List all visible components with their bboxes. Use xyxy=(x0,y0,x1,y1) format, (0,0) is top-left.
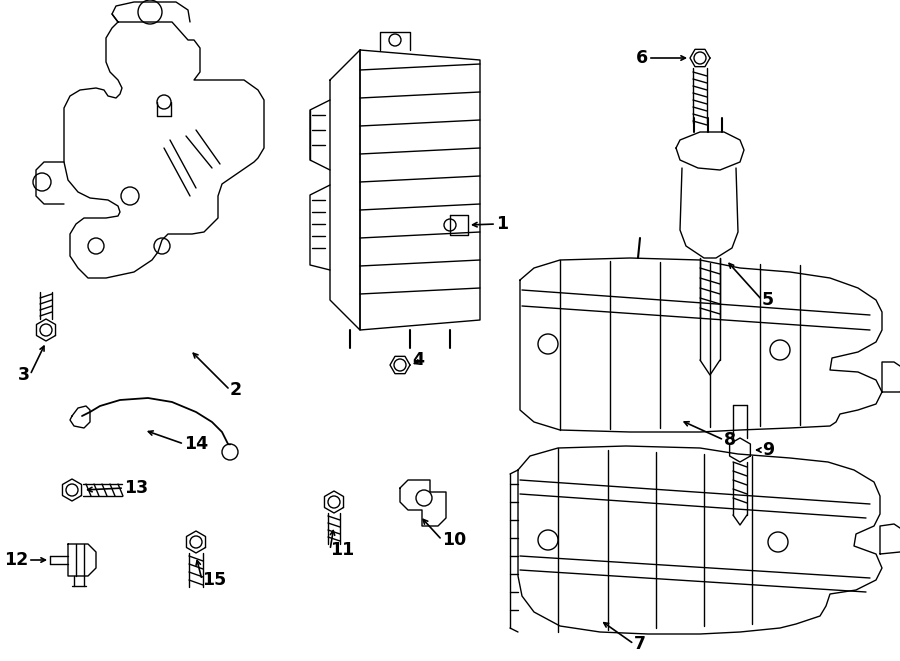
Text: 2: 2 xyxy=(230,381,242,399)
Text: 14: 14 xyxy=(184,435,208,453)
Text: 15: 15 xyxy=(202,571,226,589)
Text: 1: 1 xyxy=(496,215,508,233)
Text: 11: 11 xyxy=(330,541,355,559)
Text: 12: 12 xyxy=(4,551,28,569)
Text: 8: 8 xyxy=(724,431,736,449)
Text: 10: 10 xyxy=(442,531,466,549)
Text: 5: 5 xyxy=(762,291,774,309)
Text: 6: 6 xyxy=(636,49,648,67)
Text: 4: 4 xyxy=(412,351,424,369)
Text: 7: 7 xyxy=(634,635,646,653)
Text: 9: 9 xyxy=(762,441,774,459)
Text: 3: 3 xyxy=(18,366,30,384)
Text: 13: 13 xyxy=(124,479,148,497)
